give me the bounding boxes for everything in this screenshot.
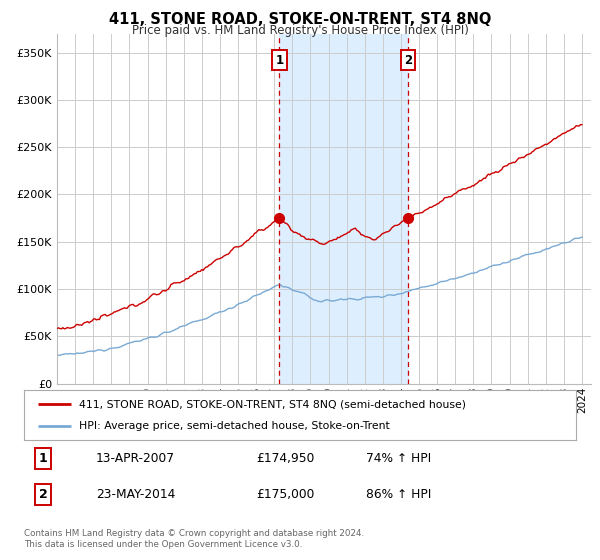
Text: 2: 2 [39, 488, 47, 501]
Text: 2: 2 [404, 54, 412, 67]
Text: 411, STONE ROAD, STOKE-ON-TRENT, ST4 8NQ (semi-detached house): 411, STONE ROAD, STOKE-ON-TRENT, ST4 8NQ… [79, 399, 466, 409]
Text: Price paid vs. HM Land Registry's House Price Index (HPI): Price paid vs. HM Land Registry's House … [131, 24, 469, 37]
Text: £174,950: £174,950 [256, 452, 314, 465]
Text: 1: 1 [275, 54, 283, 67]
Text: £175,000: £175,000 [256, 488, 314, 501]
Text: 1: 1 [39, 452, 47, 465]
Text: 23-MAY-2014: 23-MAY-2014 [96, 488, 175, 501]
Text: 86% ↑ HPI: 86% ↑ HPI [366, 488, 431, 501]
Bar [279, 34, 408, 384]
Text: Contains HM Land Registry data © Crown copyright and database right 2024.
This d: Contains HM Land Registry data © Crown c… [24, 529, 364, 549]
Text: 74% ↑ HPI: 74% ↑ HPI [366, 452, 431, 465]
Text: HPI: Average price, semi-detached house, Stoke-on-Trent: HPI: Average price, semi-detached house,… [79, 421, 390, 431]
Text: 411, STONE ROAD, STOKE-ON-TRENT, ST4 8NQ: 411, STONE ROAD, STOKE-ON-TRENT, ST4 8NQ [109, 12, 491, 27]
Text: 13-APR-2007: 13-APR-2007 [96, 452, 175, 465]
